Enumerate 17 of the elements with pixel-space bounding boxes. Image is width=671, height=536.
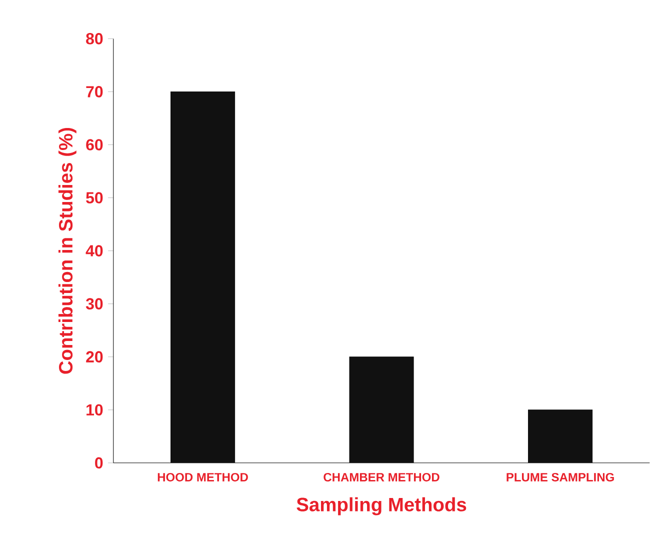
y-tick-label: 20 — [86, 351, 103, 362]
y-tick-label: 10 — [86, 404, 103, 416]
x-tick-label: HOOD METHOD — [158, 472, 248, 482]
bar — [170, 91, 236, 463]
y-tick-label: 30 — [86, 298, 103, 310]
x-tick-label: PLUME SAMPLING — [506, 472, 614, 482]
x-tick-label: CHAMBER METHOD — [324, 472, 440, 482]
y-tick-label: 0 — [95, 457, 103, 468]
y-tick-label: 40 — [86, 245, 103, 256]
bar — [528, 409, 593, 463]
y-tick-label: 60 — [86, 138, 103, 150]
y-tick-label: 50 — [86, 192, 103, 204]
bar — [349, 356, 414, 463]
y-tick-label: 80 — [86, 32, 103, 44]
x-axis-title: Sampling Methods — [296, 497, 466, 516]
y-axis-title: Contribution in Studies (%) — [58, 128, 76, 374]
y-tick-label: 70 — [86, 86, 103, 98]
